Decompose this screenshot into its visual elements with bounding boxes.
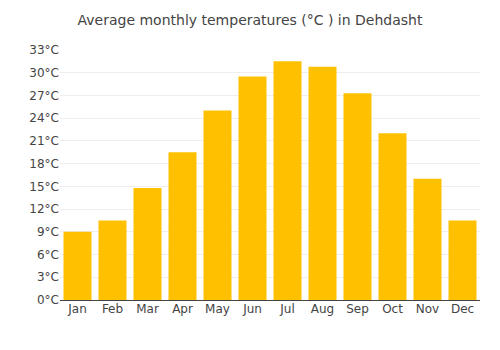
svg-text:Nov: Nov xyxy=(416,302,439,316)
svg-text:12°C: 12°C xyxy=(29,202,59,216)
svg-text:24°C: 24°C xyxy=(29,111,59,125)
svg-text:Sep: Sep xyxy=(346,302,369,316)
svg-text:Aug: Aug xyxy=(311,302,334,316)
svg-text:15°C: 15°C xyxy=(29,180,59,194)
svg-text:21°C: 21°C xyxy=(29,134,59,148)
svg-text:0°C: 0°C xyxy=(37,293,59,307)
svg-text:18°C: 18°C xyxy=(29,157,59,171)
svg-text:May: May xyxy=(205,302,230,316)
svg-text:Feb: Feb xyxy=(102,302,123,316)
svg-text:33°C: 33°C xyxy=(29,43,59,57)
svg-text:9°C: 9°C xyxy=(37,225,59,239)
svg-text:Jul: Jul xyxy=(279,302,294,316)
svg-text:3°C: 3°C xyxy=(37,270,59,284)
svg-text:30°C: 30°C xyxy=(29,66,59,80)
svg-text:Jan: Jan xyxy=(67,302,87,316)
svg-text:Average monthly temperatures (: Average monthly temperatures (°C ) in De… xyxy=(78,12,423,28)
svg-text:27°C: 27°C xyxy=(29,89,59,103)
svg-text:Oct: Oct xyxy=(382,302,403,316)
svg-text:Dec: Dec xyxy=(451,302,474,316)
svg-text:Apr: Apr xyxy=(172,302,193,316)
svg-text:6°C: 6°C xyxy=(37,248,59,262)
svg-text:Jun: Jun xyxy=(242,302,262,316)
svg-text:Mar: Mar xyxy=(136,302,159,316)
